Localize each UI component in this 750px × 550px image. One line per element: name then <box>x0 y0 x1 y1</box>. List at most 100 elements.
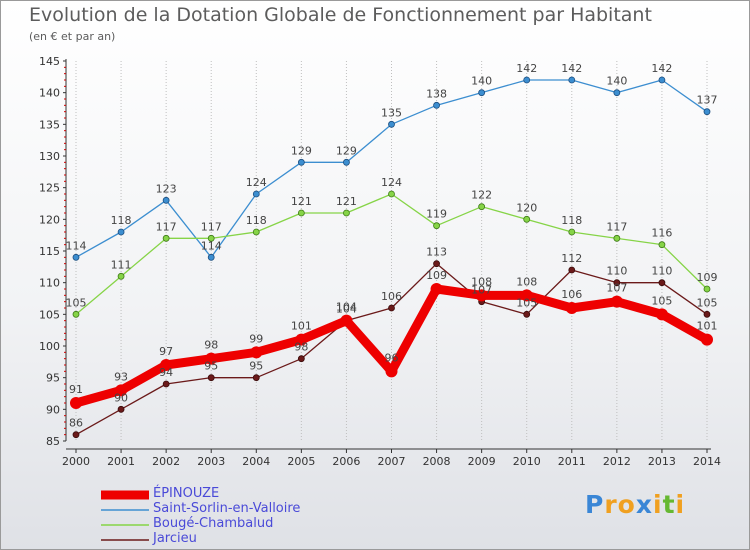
logo-letter: P <box>585 490 605 519</box>
data-label-saint-sorlin: 137 <box>697 94 718 107</box>
data-point-epinouze <box>115 384 128 397</box>
data-label-saint-sorlin: 135 <box>381 106 402 119</box>
y-tick-label: 105 <box>39 308 60 321</box>
data-label-jarcieu: 94 <box>159 366 173 379</box>
data-point-jarcieu <box>252 374 260 382</box>
y-tick-label: 90 <box>46 403 60 416</box>
series-epinouze <box>70 283 713 409</box>
series-bouge <box>72 190 711 318</box>
data-point-bouge <box>207 234 215 242</box>
x-tick-label: 2011 <box>558 455 586 468</box>
data-point-saint-sorlin <box>388 120 395 128</box>
data-label-bouge: 117 <box>201 220 222 233</box>
data-point-saint-sorlin <box>703 108 711 116</box>
proxiti-logo: Proxiti <box>585 490 685 519</box>
data-label-bouge: 111 <box>111 258 132 271</box>
logo-letter: i <box>675 490 686 519</box>
data-point-saint-sorlin <box>343 158 350 166</box>
data-point-bouge <box>297 209 305 217</box>
logo-letter: i <box>653 490 663 519</box>
data-point-bouge <box>658 241 666 249</box>
data-point-saint-sorlin <box>568 76 576 84</box>
data-point-saint-sorlin <box>478 89 486 97</box>
data-point-bouge <box>252 228 260 236</box>
y-tick-label: 130 <box>39 150 60 163</box>
legend-label-saint-sorlin: Saint-Sorlin-en-Valloire <box>153 501 301 516</box>
y-tick-label: 85 <box>46 435 60 448</box>
data-point-bouge <box>478 203 486 211</box>
data-label-jarcieu: 112 <box>561 252 582 265</box>
logo-letter: r <box>604 490 618 519</box>
data-label-jarcieu: 107 <box>471 284 492 297</box>
data-point-saint-sorlin <box>252 190 260 198</box>
x-tick-label: 2006 <box>332 455 360 468</box>
data-label-jarcieu: 106 <box>381 290 402 303</box>
logo-letter: x <box>635 490 653 519</box>
data-point-epinouze <box>160 359 173 371</box>
data-label-epinouze: 91 <box>69 383 83 396</box>
data-point-jarcieu <box>658 279 666 287</box>
data-label-epinouze: 93 <box>114 370 128 383</box>
data-point-bouge <box>523 215 531 223</box>
data-label-epinouze: 104 <box>336 301 357 314</box>
data-label-epinouze: 97 <box>159 345 173 358</box>
data-label-epinouze: 96 <box>385 351 399 364</box>
y-tick-label: 110 <box>39 277 60 290</box>
series-layer <box>70 76 713 439</box>
grid-lines <box>75 61 708 441</box>
logo-letter: o <box>617 490 636 519</box>
y-tick-label: 95 <box>46 372 60 385</box>
data-point-epinouze <box>655 308 668 321</box>
data-point-epinouze <box>430 283 443 295</box>
data-label-saint-sorlin: 118 <box>111 214 132 227</box>
x-tick-label: 2005 <box>287 455 315 468</box>
data-point-jarcieu <box>207 374 215 382</box>
data-point-epinouze <box>565 302 578 314</box>
data-point-jarcieu <box>703 310 711 318</box>
legend-label-jarcieu: Jarcieu <box>153 531 197 546</box>
data-point-bouge <box>343 209 350 217</box>
data-label-bouge: 118 <box>561 214 582 227</box>
data-label-epinouze: 106 <box>561 288 582 301</box>
data-point-bouge <box>703 285 711 293</box>
data-label-saint-sorlin: 123 <box>156 182 177 195</box>
data-point-saint-sorlin <box>297 158 305 166</box>
data-label-epinouze: 108 <box>471 275 492 288</box>
chart-subtitle: (en € et par an) <box>29 30 116 43</box>
legend-label-bouge: Bougé-Chambalud <box>153 516 274 531</box>
data-point-jarcieu <box>72 431 80 439</box>
data-label-bouge: 124 <box>381 176 402 189</box>
data-point-bouge <box>613 234 621 242</box>
data-point-bouge <box>117 272 125 280</box>
chart-title: Evolution de la Dotation Globale de Fonc… <box>29 4 652 26</box>
data-label-epinouze: 109 <box>426 269 447 282</box>
data-label-bouge: 121 <box>336 195 357 208</box>
data-point-epinouze <box>520 289 533 302</box>
data-label-bouge: 120 <box>516 201 537 214</box>
series-saint-sorlin <box>72 76 711 261</box>
data-label-epinouze: 107 <box>606 282 627 295</box>
data-label-epinouze: 101 <box>291 320 312 333</box>
data-point-bouge <box>388 190 395 198</box>
axes: 85 90 95 100 105 110 115 120 125 130 135 140 145 2000… <box>39 55 721 468</box>
data-label-saint-sorlin: 140 <box>471 75 492 88</box>
data-point-bouge <box>162 234 170 242</box>
data-point-jarcieu <box>433 260 440 268</box>
logo-letter: t <box>662 490 676 519</box>
data-label-saint-sorlin: 114 <box>201 239 222 252</box>
data-label-bouge: 122 <box>471 189 492 202</box>
data-label-jarcieu: 86 <box>69 417 83 430</box>
data-point-saint-sorlin <box>523 76 531 84</box>
data-label-saint-sorlin: 140 <box>606 75 627 88</box>
data-label-saint-sorlin: 138 <box>426 87 447 100</box>
y-tick-label: 135 <box>39 118 60 131</box>
data-label-bouge: 118 <box>246 214 267 227</box>
data-label-jarcieu: 110 <box>606 265 627 278</box>
data-point-epinouze <box>610 295 623 308</box>
data-label-epinouze: 105 <box>651 294 672 307</box>
data-label-bouge: 105 <box>66 296 87 309</box>
x-tick-label: 2007 <box>378 455 406 468</box>
legend-label-epinouze: ÉPINOUZE <box>153 486 220 501</box>
